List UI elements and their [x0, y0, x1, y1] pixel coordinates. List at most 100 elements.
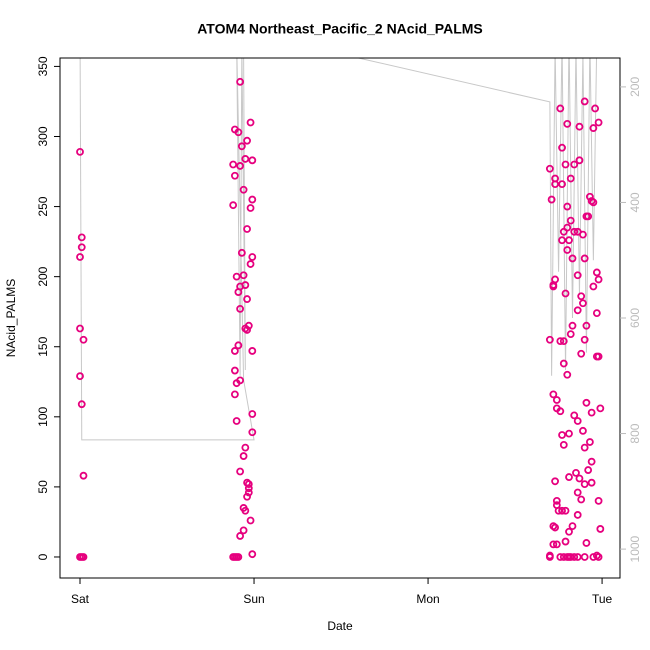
- data-point: [237, 248, 246, 257]
- data-point: [243, 326, 251, 334]
- data-point: [585, 438, 594, 446]
- y-tick-label: 350: [36, 56, 50, 76]
- data-point: [558, 236, 566, 245]
- data-point: [549, 282, 558, 291]
- y-tick-label: 50: [36, 480, 50, 494]
- data-point: [244, 480, 253, 488]
- data-point: [545, 551, 554, 560]
- data-point: [596, 525, 605, 533]
- data-point: [239, 526, 248, 535]
- data-point: [561, 506, 570, 515]
- data-point: [594, 352, 603, 361]
- data-point: [549, 390, 558, 399]
- data-point: [573, 553, 582, 561]
- data-point: [563, 370, 572, 379]
- data-point: [594, 553, 603, 561]
- data-point: [568, 522, 577, 531]
- data-point: [577, 495, 586, 504]
- y2-tick-label: 1000: [628, 535, 642, 562]
- y2-tick-label: 200: [628, 77, 642, 97]
- x-tick-label: Sat: [71, 592, 90, 606]
- data-point: [248, 253, 257, 261]
- data-point: [558, 506, 566, 515]
- data-point: [589, 198, 598, 207]
- data-point: [239, 185, 248, 194]
- data-point: [594, 497, 603, 505]
- data-point: [577, 292, 586, 301]
- data-point: [559, 227, 568, 236]
- data-point: [558, 180, 566, 189]
- data-point: [580, 97, 589, 106]
- data-point: [570, 411, 579, 420]
- data-point: [561, 289, 570, 298]
- data-point: [236, 304, 245, 313]
- data-point: [552, 540, 561, 549]
- data-point: [551, 477, 559, 486]
- data-point: [243, 295, 251, 303]
- data-point: [241, 155, 250, 163]
- data-point: [558, 431, 566, 439]
- data-point: [77, 243, 86, 252]
- data-point: [563, 202, 572, 211]
- data-point: [561, 537, 570, 546]
- x-axis-label: Date: [327, 619, 353, 633]
- data-point: [243, 492, 251, 501]
- data-point: [232, 379, 241, 388]
- x-tick-label: Sun: [243, 592, 264, 606]
- data-point: [552, 497, 561, 505]
- data-point: [589, 282, 598, 291]
- data-point: [577, 349, 586, 358]
- data-point: [248, 428, 257, 437]
- data-point: [229, 160, 238, 169]
- data-point: [232, 417, 241, 425]
- data-point: [596, 404, 605, 413]
- data-point: [248, 550, 257, 559]
- data-point: [236, 77, 245, 86]
- data-point: [565, 527, 573, 536]
- data-point: [592, 268, 601, 277]
- data-point: [592, 309, 601, 317]
- data-point: [556, 407, 565, 416]
- y-tick-label: 200: [36, 266, 50, 286]
- data-point: [549, 540, 558, 549]
- data-point: [587, 408, 596, 417]
- data-point: [237, 142, 246, 151]
- data-point: [579, 426, 587, 435]
- data-point: [234, 128, 243, 137]
- data-point: [239, 271, 248, 280]
- y2-tick-label: 800: [628, 423, 642, 443]
- data-point: [244, 484, 253, 493]
- data-point: [234, 341, 243, 350]
- data-point: [236, 162, 245, 170]
- data-point: [79, 471, 88, 480]
- data-point: [246, 260, 255, 268]
- y-tick-label: 150: [36, 336, 50, 356]
- data-point: [575, 156, 584, 165]
- data-point: [243, 136, 251, 145]
- data-point: [76, 324, 84, 333]
- data-point: [572, 468, 580, 477]
- y2-tick-label: 400: [628, 192, 642, 212]
- data-point: [239, 452, 248, 460]
- data-point: [77, 233, 86, 242]
- data-point: [585, 192, 594, 201]
- data-point: [248, 156, 257, 165]
- data-point: [587, 478, 596, 487]
- x-tick-label: Mon: [416, 592, 439, 606]
- data-point: [551, 523, 559, 532]
- data-point: [584, 212, 593, 221]
- data-point: [573, 417, 582, 425]
- data-point: [246, 516, 255, 525]
- data-point: [236, 532, 245, 540]
- data-point: [246, 118, 255, 127]
- data-point: [565, 429, 573, 438]
- data-point: [236, 467, 245, 476]
- data-point: [584, 466, 593, 474]
- data-point: [241, 506, 250, 515]
- data-point: [559, 337, 568, 346]
- data-point: [579, 299, 587, 308]
- data-point: [573, 511, 582, 519]
- data-point: [554, 506, 563, 515]
- data-point: [570, 160, 579, 169]
